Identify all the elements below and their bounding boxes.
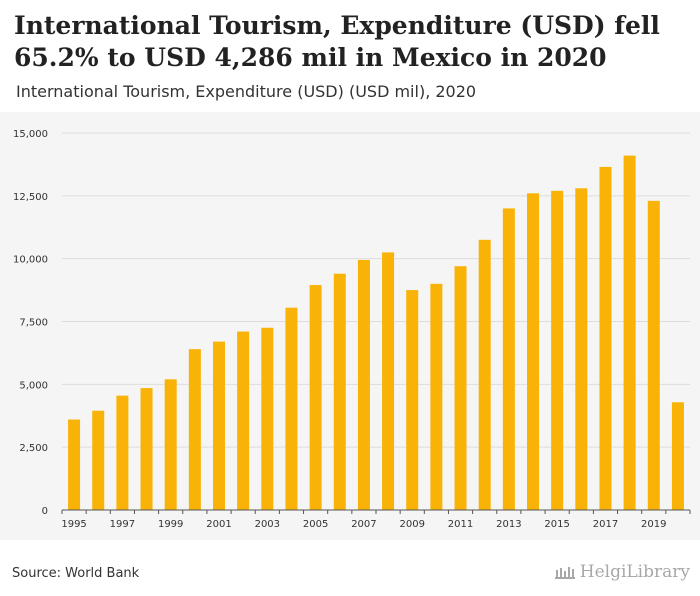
bar-2000 (188, 349, 201, 510)
bar-2002 (237, 331, 250, 510)
source-note: Source: World Bank (12, 566, 140, 581)
y-axis: 0 2,500 5,000 7,500 10,000 12,500 15,000 (13, 129, 48, 517)
x-tick-label: 2009 (400, 519, 425, 530)
bar-2009 (406, 290, 419, 510)
x-tick-label: 2017 (593, 519, 618, 530)
bar-1996 (92, 410, 105, 510)
x-tick-label: 2013 (496, 519, 521, 530)
bar-2016 (575, 188, 588, 510)
x-tick-label: 2003 (255, 519, 280, 530)
y-tick-label: 0 (42, 506, 48, 517)
x-tick-label: 2007 (351, 519, 376, 530)
x-tick-label: 2019 (641, 519, 666, 530)
bar-1999 (164, 379, 177, 510)
x-tick-label: 1995 (61, 519, 86, 530)
footer: Source: World Bank HelgiLibrary (0, 540, 700, 596)
bar-2017 (599, 166, 612, 510)
chart-subtitle: International Tourism, Expenditure (USD)… (16, 82, 477, 101)
y-tick-label: 10,000 (13, 255, 48, 266)
x-tick-label: 1999 (158, 519, 183, 530)
y-tick-label: 15,000 (13, 129, 48, 140)
y-tick-label: 7,500 (19, 318, 48, 329)
bar-2014 (527, 193, 539, 510)
bar-2011 (454, 266, 467, 510)
header: International Tourism, Expenditure (USD)… (0, 0, 700, 112)
bar-1995 (68, 419, 81, 510)
bar-2012 (478, 239, 491, 510)
y-tick-label: 2,500 (19, 443, 48, 454)
bar-2018 (623, 155, 636, 510)
library-icon (554, 567, 575, 579)
bar-2004 (285, 307, 298, 510)
bar-2006 (333, 273, 346, 510)
bar-2020 (671, 402, 684, 510)
chart-panel: 0 2,500 5,000 7,500 10,000 12,500 15,000 1995 1… (0, 112, 700, 540)
y-tick-label: 12,500 (13, 192, 48, 203)
x-tick-label: 2001 (206, 519, 231, 530)
bar-2010 (430, 283, 443, 510)
bar-2001 (213, 341, 225, 510)
bar-2015 (551, 190, 564, 510)
brand-logo: HelgiLibrary (554, 562, 690, 582)
y-tick-label: 5,000 (19, 380, 48, 391)
bar-2005 (309, 285, 322, 510)
bar-2019 (647, 200, 660, 511)
bars (68, 155, 684, 511)
x-axis: 1995 1997 1999 2001 2003 2005 2007 2009 2011 2013… (61, 509, 691, 530)
brand-name: HelgiLibrary (579, 562, 690, 582)
x-tick-label: 2005 (303, 519, 328, 530)
gridlines (62, 132, 690, 448)
bar-2008 (382, 252, 395, 510)
x-tick-label: 2015 (544, 519, 569, 530)
bar-1997 (116, 395, 129, 510)
x-tick-label: 1997 (110, 519, 135, 530)
bar-2003 (261, 327, 274, 510)
x-tick-label: 2011 (448, 519, 473, 530)
bar-2007 (357, 259, 370, 510)
bar-1998 (140, 388, 153, 510)
chart-headline: International Tourism, Expenditure (USD)… (14, 11, 660, 72)
bar-2013 (502, 208, 515, 510)
